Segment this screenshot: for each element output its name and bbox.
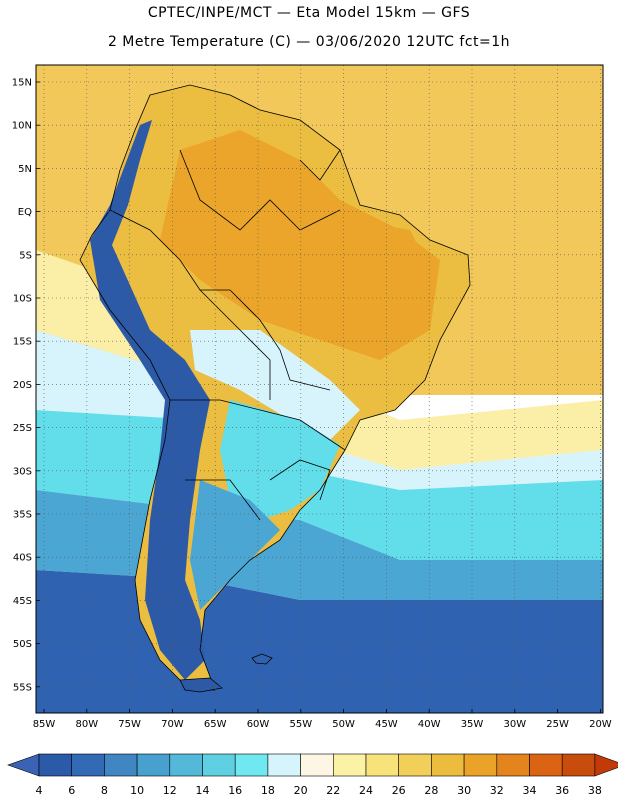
colorbar-label: 36	[555, 784, 569, 797]
lat-tick-label: 30S	[13, 466, 32, 477]
colorbar-label: 26	[392, 784, 406, 797]
lon-tick-label: 45W	[375, 719, 398, 730]
colorbar-label: 34	[523, 784, 537, 797]
map-frame	[35, 64, 604, 714]
colorbar-swatch	[463, 753, 498, 777]
country-borders	[79, 84, 471, 691]
colorbar-swatch	[71, 753, 105, 777]
colorbar-swatch	[104, 753, 138, 777]
lat-tick-label: 45S	[13, 596, 32, 607]
lat-tick-label: 10N	[12, 121, 32, 132]
colorbar-label: 12	[163, 784, 177, 797]
lon-tick-label: 70W	[161, 719, 184, 730]
lon-tick-label: 50W	[332, 719, 355, 730]
longitude-labels: 85W 80W 75W 70W 65W 60W 55W 50W 45W 40W 35W 30W 25W 2…	[33, 709, 612, 730]
colorbar-label: 4	[36, 784, 43, 797]
lon-tick-label: 55W	[289, 719, 312, 730]
lon-tick-label: 40W	[418, 719, 441, 730]
colorbar-label: 14	[196, 784, 210, 797]
colorbar-swatch	[267, 753, 301, 777]
colorbar-label: 24	[359, 784, 373, 797]
colorbar-label: 20	[294, 784, 308, 797]
tierra-del-fuego	[179, 677, 223, 693]
colorbar-swatch	[496, 753, 530, 777]
colorbar-swatch	[169, 753, 203, 777]
lon-tick-label: 85W	[33, 719, 56, 730]
lon-tick-label: 60W	[247, 719, 270, 730]
colorbar-label: 32	[490, 784, 504, 797]
lat-tick-label: 15N	[12, 78, 32, 89]
colorbar-swatch	[398, 753, 432, 777]
lat-tick-label: 35S	[13, 510, 32, 521]
map-field	[36, 65, 603, 713]
colorbar-swatch	[529, 753, 563, 777]
colorbar-overflow-arrow	[594, 753, 618, 777]
lat-tick-label: 15S	[13, 337, 32, 348]
lat-tick-label: 5N	[18, 164, 32, 175]
lat-tick-label: EQ	[18, 207, 32, 218]
colorbar-swatch	[136, 753, 171, 777]
colorbar-label: 30	[457, 784, 471, 797]
lat-lon-grid	[36, 65, 603, 713]
colorbar-swatch	[38, 753, 73, 777]
map-title-line1: CPTEC/INPE/MCT — Eta Model 15km — GFS	[147, 5, 471, 21]
land-hotspot	[375, 225, 420, 255]
lon-tick-label: 65W	[204, 719, 227, 730]
lon-tick-label: 80W	[75, 719, 98, 730]
lat-tick-label: 25S	[13, 423, 32, 434]
colorbar-swatch	[431, 753, 465, 777]
colorbar-label: 16	[228, 784, 242, 797]
colorbar-swatch	[300, 753, 334, 777]
falkland-islands	[251, 653, 273, 665]
colorbar-label: 6	[68, 784, 75, 797]
colorbar-swatch	[202, 753, 236, 777]
colorbar-swatch	[234, 753, 269, 777]
colorbar-swatch	[561, 753, 596, 777]
colorbar-underflow-arrow	[7, 753, 40, 777]
land-hot-region	[160, 130, 440, 360]
lat-tick-label: 5S	[19, 250, 32, 261]
lon-tick-label: 75W	[118, 719, 141, 730]
land-mid-region	[190, 480, 280, 610]
lon-tick-label: 35W	[461, 719, 484, 730]
land-cyan-region	[220, 400, 340, 520]
latitude-labels: 15N 10N 5N EQ 5S 10S 15S 20S 25S 30S 35S 40S 45S 50S 5…	[12, 78, 40, 693]
colorbar-swatch	[332, 753, 367, 777]
lat-tick-label: 40S	[13, 553, 32, 564]
lat-tick-label: 20S	[13, 380, 32, 391]
lat-tick-label: 50S	[13, 639, 32, 650]
colorbar: 4 6 8 10 12 14 16 18 20 22 24 26 28 30 32 34 36 38	[7, 753, 618, 797]
map-title-line2: 2 Metre Temperature (C) — 03/06/2020 12U…	[107, 34, 511, 50]
colorbar-swatch	[365, 753, 400, 777]
lon-tick-label: 30W	[503, 719, 526, 730]
lat-tick-label: 10S	[13, 294, 32, 305]
colorbar-label: 28	[424, 784, 438, 797]
lon-tick-label: 20W	[589, 719, 612, 730]
colorbar-label: 38	[588, 784, 602, 797]
andes-cold-strip	[90, 120, 210, 680]
colorbar-label: 22	[326, 784, 340, 797]
land-light-region	[190, 330, 360, 440]
colorbar-label: 8	[101, 784, 108, 797]
lat-tick-label: 55S	[13, 682, 32, 693]
lon-tick-label: 25W	[546, 719, 569, 730]
colorbar-label: 10	[130, 784, 144, 797]
colorbar-label: 18	[261, 784, 275, 797]
